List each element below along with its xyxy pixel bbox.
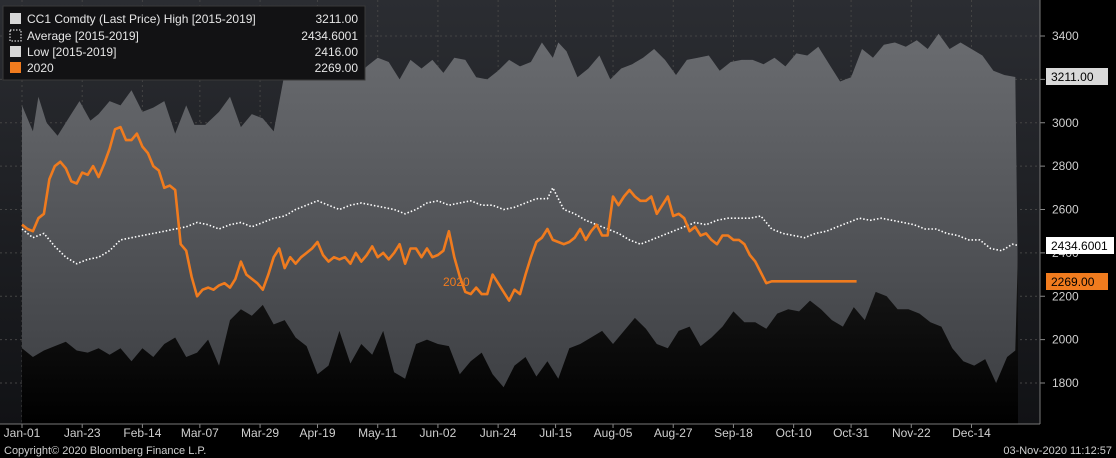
badge-high-text: 3211.00 <box>1051 70 1094 84</box>
legend-value-2020: 2269.00 <box>315 61 359 75</box>
y-tick-label-2000: 2000 <box>1052 333 1079 347</box>
legend-label-low: Low [2015-2019] <box>27 45 116 59</box>
area-layer <box>22 33 1018 425</box>
series-line-2020 <box>21 125 857 302</box>
x-tick-label-16: Dec-14 <box>952 426 991 440</box>
y-tick-label-2600: 2600 <box>1052 203 1079 217</box>
badge-2020-text: 2269.00 <box>1051 275 1095 289</box>
copyright-text: Copyright© 2020 Bloomberg Finance L.P. <box>4 445 206 457</box>
legend-background <box>2 5 366 81</box>
y-tick-label-2200: 2200 <box>1052 289 1079 303</box>
x-tick-label-8: Jun-24 <box>480 426 517 440</box>
legend-value-high: 3211.00 <box>316 12 359 26</box>
x-tick-label-14: Oct-31 <box>833 426 869 440</box>
y-tick-label-1800: 1800 <box>1052 376 1079 390</box>
x-tick-label-5: Apr-19 <box>300 426 336 440</box>
x-tick-label-9: Jul-15 <box>539 426 572 440</box>
x-tick-label-4: Mar-29 <box>241 426 279 440</box>
badge-high: 3211.00 <box>1046 68 1108 85</box>
legend-swatch-average <box>9 29 22 42</box>
legend-swatch-2020 <box>10 62 21 73</box>
x-tick-label-2: Feb-14 <box>123 426 161 440</box>
y-tick-label-2800: 2800 <box>1052 159 1079 173</box>
legend-value-average: 2434.6001 <box>301 29 358 43</box>
x-tick-label-1: Jan-23 <box>64 426 101 440</box>
series-area-low <box>22 249 1018 424</box>
x-tick-label-12: Sep-18 <box>714 426 753 440</box>
legend-label-average: Average [2015-2019] <box>27 29 139 43</box>
legend-value-low: 2416.00 <box>315 45 359 59</box>
series-line-average <box>21 186 1019 265</box>
legend-swatch-low <box>10 46 21 57</box>
series-annotation-2020: 2020 <box>443 275 470 289</box>
axis-layer: 180020002200240026002800300032003400Jan-… <box>0 0 1079 440</box>
x-tick-label-3: Mar-07 <box>181 426 219 440</box>
badge-2020: 2269.00 <box>1046 273 1108 290</box>
x-tick-label-6: May-11 <box>358 426 397 440</box>
legend-swatch-high <box>10 13 21 24</box>
legend-label-2020: 2020 <box>27 61 54 75</box>
y-tick-label-3400: 3400 <box>1052 29 1079 43</box>
badge-average-box <box>1046 237 1114 254</box>
x-tick-label-13: Oct-10 <box>776 426 812 440</box>
x-tick-label-7: Jun-02 <box>420 426 457 440</box>
y-tick-label-3000: 3000 <box>1052 116 1079 130</box>
legend: CC1 Comdty (Last Price) High [2015-2019]… <box>2 5 366 81</box>
legend-label-high: CC1 Comdty (Last Price) High [2015-2019] <box>27 12 256 26</box>
badge-high-box <box>1046 68 1108 85</box>
badge-average-text: 2434.6001 <box>1051 239 1108 253</box>
badge-average: 2434.6001 <box>1046 237 1114 254</box>
timestamp-text: 03-Nov-2020 11:12:57 <box>1003 445 1112 457</box>
x-tick-label-15: Nov-22 <box>892 426 931 440</box>
x-tick-label-11: Aug-27 <box>654 426 693 440</box>
x-tick-label-0: Jan-01 <box>4 426 41 440</box>
badge-2020-box <box>1046 273 1108 290</box>
line-layer <box>21 125 1019 302</box>
x-tick-label-10: Aug-05 <box>594 426 633 440</box>
